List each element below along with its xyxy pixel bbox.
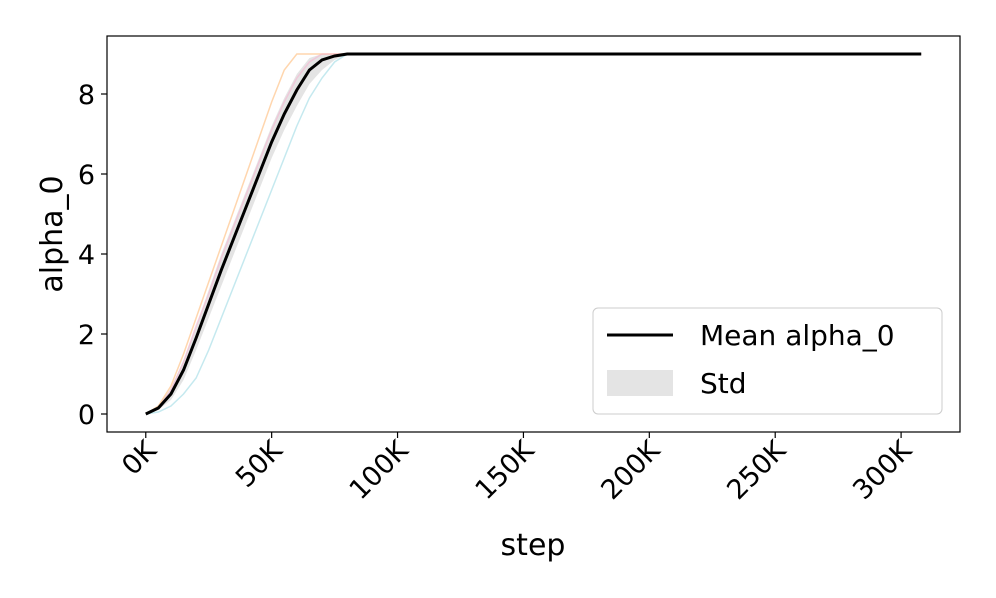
x-tick-label: 0K (116, 434, 164, 482)
x-tick-label: 300K (847, 434, 919, 506)
mean-line (145, 52, 922, 416)
plot-frame (106, 35, 961, 433)
x-tick-label: 250K (721, 434, 793, 506)
x-tick-label: 150K (469, 434, 541, 506)
run-line (145, 53, 922, 415)
x-tick-label: 200K (595, 434, 667, 506)
legend-label: Mean alpha_0 (700, 319, 895, 352)
y-tick-label: 0 (78, 400, 95, 431)
legend-swatch (607, 370, 673, 396)
x-axis-label: step (501, 528, 566, 563)
x-tick-label: 50K (230, 434, 290, 494)
x-tick-label: 100K (344, 434, 416, 506)
y-tick-label: 6 (78, 160, 95, 191)
y-axis-label: alpha_0 (35, 175, 70, 292)
legend-label: Std (700, 367, 747, 400)
run-line (145, 53, 922, 415)
y-tick-label: 8 (78, 80, 95, 111)
y-tick-label: 2 (78, 320, 95, 351)
y-tick-label: 4 (78, 240, 95, 271)
legend-box (592, 307, 943, 415)
